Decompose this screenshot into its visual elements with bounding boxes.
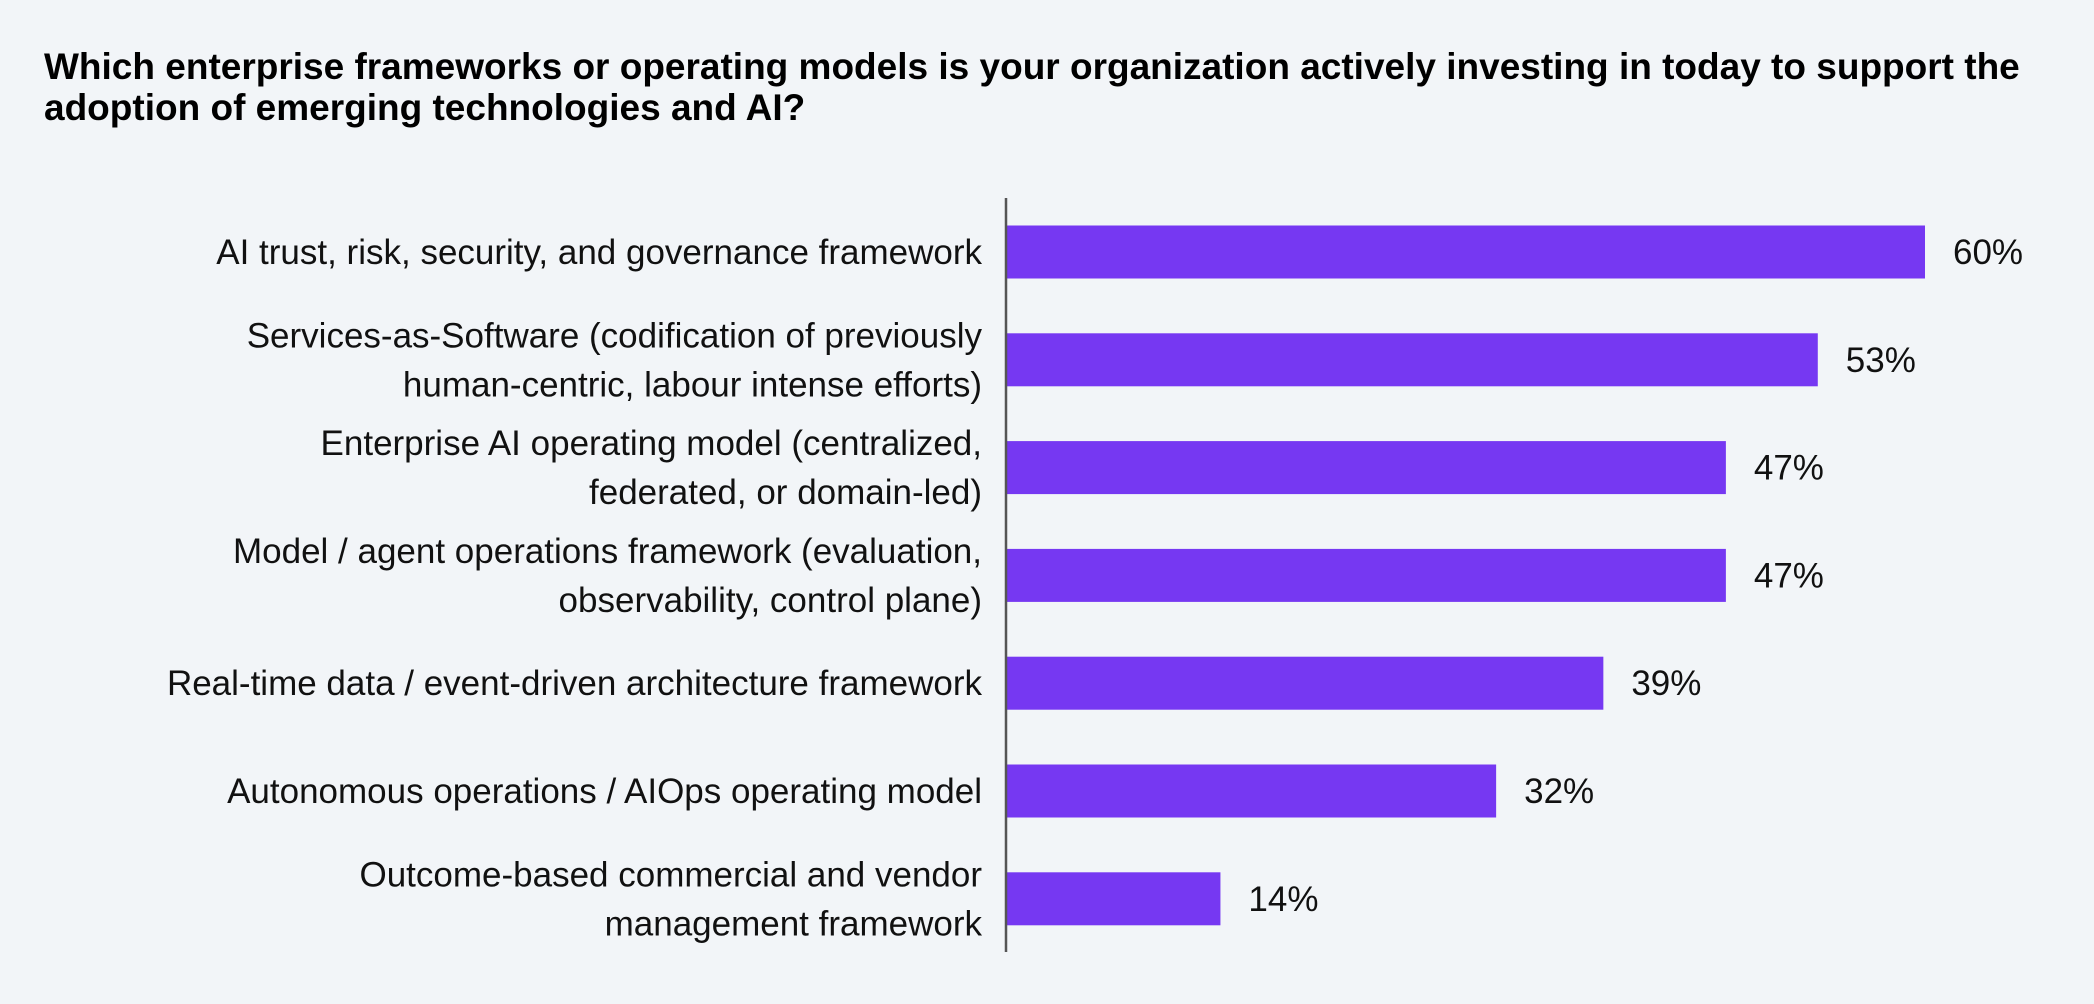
category-label-line: Real-time data / event-driven architectu… xyxy=(167,664,983,703)
value-label-2: 53% xyxy=(1846,341,1916,380)
category-label-5: Real-time data / event-driven architectu… xyxy=(167,664,983,703)
category-label-2: Services-as-Software (codification of pr… xyxy=(247,316,983,404)
category-label-6: Autonomous operations / AIOps operating … xyxy=(227,772,982,811)
bar-4 xyxy=(1006,548,1726,602)
category-label-line: federated, or domain-led) xyxy=(589,473,982,512)
value-label-6: 32% xyxy=(1524,772,1594,811)
category-labels-layer: AI trust, risk, security, and governance… xyxy=(167,233,983,943)
bars-layer xyxy=(1006,225,1925,926)
bar-7 xyxy=(1006,872,1221,926)
category-label-line: Services-as-Software (codification of pr… xyxy=(247,316,983,355)
bar-3 xyxy=(1006,441,1726,495)
value-labels-layer: 60% 53% 47% 47% 39% 32% 14% xyxy=(1248,233,2023,919)
bar-5 xyxy=(1006,656,1604,710)
value-label-3: 47% xyxy=(1754,449,1824,488)
category-label-line: observability, control plane) xyxy=(559,581,982,620)
category-label-7: Outcome-based commercial and vendor manag… xyxy=(359,855,982,943)
value-label-7: 14% xyxy=(1248,880,1318,919)
category-label-line: Enterprise AI operating model (centraliz… xyxy=(321,424,982,463)
category-label-1: AI trust, risk, security, and governance… xyxy=(216,233,982,272)
category-label-3: Enterprise AI operating model (centraliz… xyxy=(321,424,982,512)
value-label-5: 39% xyxy=(1631,664,1701,703)
category-label-line: Model / agent operations framework (eval… xyxy=(233,532,982,571)
chart-title: Which enterprise frameworks or operating… xyxy=(44,46,2020,128)
bar-1 xyxy=(1006,225,1925,279)
value-label-1: 60% xyxy=(1953,233,2023,272)
category-label-line: Autonomous operations / AIOps operating … xyxy=(227,772,982,811)
category-label-line: Outcome-based commercial and vendor xyxy=(359,855,982,894)
bar-6 xyxy=(1006,764,1497,818)
value-label-4: 47% xyxy=(1754,556,1824,595)
bar-2 xyxy=(1006,333,1818,387)
category-label-4: Model / agent operations framework (eval… xyxy=(233,532,982,620)
category-label-line: human-centric, labour intense efforts) xyxy=(403,365,982,404)
category-label-line: AI trust, risk, security, and governance… xyxy=(216,233,982,272)
category-label-line: management framework xyxy=(605,904,983,943)
